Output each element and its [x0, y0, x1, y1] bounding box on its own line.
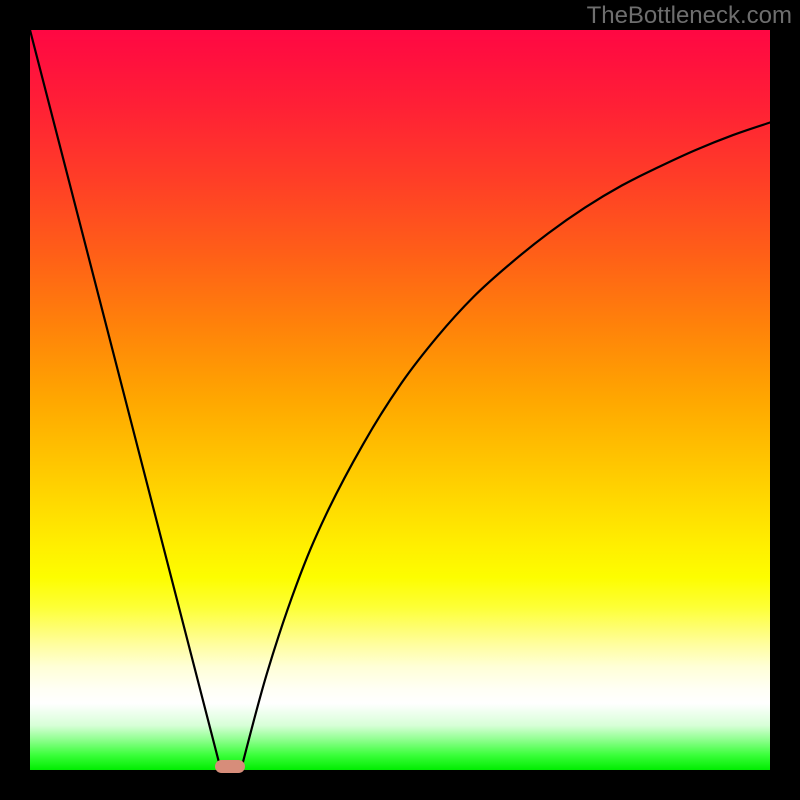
chart-container: TheBottleneck.com — [0, 0, 800, 800]
optimum-marker — [215, 760, 245, 773]
watermark-text: TheBottleneck.com — [587, 2, 792, 30]
plot-area — [30, 30, 770, 770]
bottleneck-curve — [30, 30, 770, 770]
